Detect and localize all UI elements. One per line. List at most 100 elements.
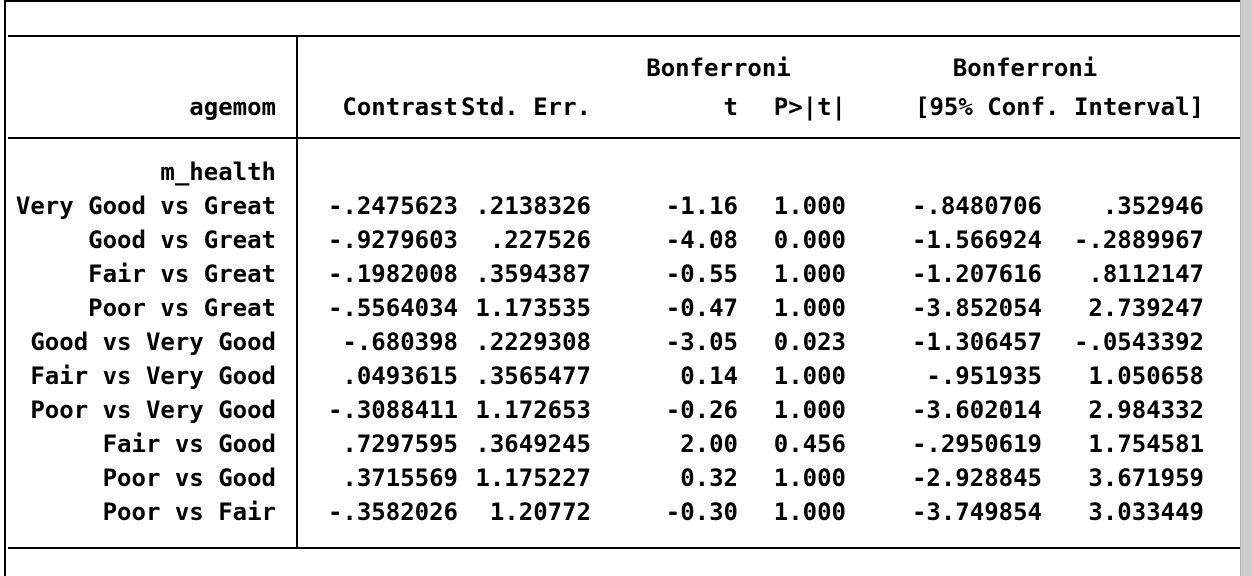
row-label: Fair vs Good: [102, 430, 276, 458]
t-value: 2.00: [680, 430, 738, 458]
ci-low-value: -.951935: [926, 362, 1042, 390]
window-top-border: [4, 0, 1240, 2]
p-value: 1.000: [773, 192, 846, 220]
row-label: Good vs Very Good: [30, 328, 276, 356]
row-group-variable-label: agemom: [189, 93, 276, 121]
p-column-header: P>|t|: [773, 93, 846, 121]
p-value: 1.000: [773, 498, 846, 526]
row-label: Poor vs Very Good: [30, 396, 276, 424]
row-label: Fair vs Great: [88, 260, 276, 288]
ci-low-value: -1.566924: [911, 226, 1042, 254]
stderr-value: .3594387: [475, 260, 591, 288]
table-body: m_health Very Good vs Great -.2475623 .2…: [8, 139, 1240, 547]
ci-high-value: -.0543392: [1073, 328, 1204, 356]
stderr-value: .2138326: [475, 192, 591, 220]
stderr-value: 1.175227: [475, 464, 591, 492]
p-value: 1.000: [773, 396, 846, 424]
contrast-value: .0493615: [342, 362, 458, 390]
row-label: Poor vs Great: [88, 294, 276, 322]
window-left-border: [4, 0, 6, 576]
p-value: 0.023: [773, 328, 846, 356]
table-row: Fair vs Good .7297595 .3649245 2.00 0.45…: [8, 427, 1240, 461]
p-value: 0.456: [773, 430, 846, 458]
ci-high-value: .8112147: [1088, 260, 1204, 288]
ci-low-value: -1.207616: [911, 260, 1042, 288]
row-label: Poor vs Fair: [102, 498, 276, 526]
table-bottom-rule: [8, 547, 1240, 549]
t-value: -0.30: [665, 498, 738, 526]
contrast-column-header: Contrast: [342, 93, 458, 121]
t-value: -1.16: [665, 192, 738, 220]
table-row: Poor vs Fair -.3582026 1.20772 -0.30 1.0…: [8, 495, 1240, 529]
table-row: Good vs Great -.9279603 .227526 -4.08 0.…: [8, 223, 1240, 257]
stderr-value: .3649245: [475, 430, 591, 458]
table-row: Poor vs Good .3715569 1.175227 0.32 1.00…: [8, 461, 1240, 495]
t-value: 0.32: [680, 464, 738, 492]
t-column-header: t: [723, 93, 738, 121]
row-label: Very Good vs Great: [15, 192, 276, 220]
contrast-value: -.680398: [342, 328, 458, 356]
table-row: Good vs Very Good -.680398 .2229308 -3.0…: [8, 325, 1240, 359]
ci-high-value: .352946: [1102, 192, 1204, 220]
ci-low-value: -2.928845: [911, 464, 1042, 492]
ci-high-value: 2.984332: [1088, 396, 1204, 424]
pairwise-comparisons-table: Bonferroni Bonferroni agemom Contrast St…: [8, 35, 1240, 549]
t-value: -0.26: [665, 396, 738, 424]
contrast-value: -.2475623: [327, 192, 458, 220]
stderr-value: 1.20772: [489, 498, 591, 526]
p-value: 1.000: [773, 260, 846, 288]
row-label: Poor vs Good: [102, 464, 276, 492]
ci-high-value: 3.033449: [1088, 498, 1204, 526]
t-value: -4.08: [665, 226, 738, 254]
table-row: Poor vs Great -.5564034 1.173535 -0.47 1…: [8, 291, 1240, 325]
bonferroni-adjustment-label: Bonferroni: [646, 54, 791, 82]
ci-high-value: 1.754581: [1088, 430, 1204, 458]
stderr-column-header: Std. Err.: [460, 93, 591, 121]
table-header: Bonferroni Bonferroni agemom Contrast St…: [8, 37, 1240, 137]
ci-high-value: 3.671959: [1088, 464, 1204, 492]
p-value: 1.000: [773, 464, 846, 492]
vertical-scrollbar[interactable]: [1240, 0, 1252, 576]
table-row: Fair vs Great -.1982008 .3594387 -0.55 1…: [8, 257, 1240, 291]
table-top-rule: [8, 35, 1240, 37]
stderr-value: 1.172653: [475, 396, 591, 424]
contrast-value: -.9279603: [327, 226, 458, 254]
ci-high-value: -.2889967: [1073, 226, 1204, 254]
table-vertical-rule: [296, 35, 298, 549]
stderr-value: 1.173535: [475, 294, 591, 322]
contrast-value: -.3088411: [327, 396, 458, 424]
contrast-value: -.1982008: [327, 260, 458, 288]
table-row: Very Good vs Great -.2475623 .2138326 -1…: [8, 189, 1240, 223]
ci-low-value: -1.306457: [911, 328, 1042, 356]
group-label: m_health: [160, 158, 276, 186]
stderr-value: .227526: [489, 226, 591, 254]
t-value: -0.47: [665, 294, 738, 322]
p-value: 1.000: [773, 294, 846, 322]
ci-low-value: -3.602014: [911, 396, 1042, 424]
stderr-value: .3565477: [475, 362, 591, 390]
t-value: -0.55: [665, 260, 738, 288]
ci-low-value: -.2950619: [911, 430, 1042, 458]
column-header-row: agemom Contrast Std. Err. t P>|t| [95% C…: [8, 88, 1240, 127]
contrast-value: -.3582026: [327, 498, 458, 526]
contrast-value: -.5564034: [327, 294, 458, 322]
bonferroni-ci-adjustment-label: Bonferroni: [952, 54, 1098, 82]
t-value: 0.14: [680, 362, 738, 390]
table-row: Poor vs Very Good -.3088411 1.172653 -0.…: [8, 393, 1240, 427]
confidence-interval-column-header: [95% Conf. Interval]: [915, 93, 1204, 121]
contrast-value: .7297595: [342, 430, 458, 458]
t-value: -3.05: [665, 328, 738, 356]
contrast-value: .3715569: [342, 464, 458, 492]
stderr-value: .2229308: [475, 328, 591, 356]
row-label: Good vs Great: [88, 226, 276, 254]
group-label-row: m_health: [8, 155, 1240, 189]
p-value: 0.000: [773, 226, 846, 254]
table-header-rule: [8, 137, 1240, 139]
ci-low-value: -.8480706: [911, 192, 1042, 220]
p-value: 1.000: [773, 362, 846, 390]
adjustment-label-row: Bonferroni Bonferroni: [8, 49, 1240, 88]
ci-high-value: 2.739247: [1088, 294, 1204, 322]
row-label: Fair vs Very Good: [30, 362, 276, 390]
ci-low-value: -3.749854: [911, 498, 1042, 526]
